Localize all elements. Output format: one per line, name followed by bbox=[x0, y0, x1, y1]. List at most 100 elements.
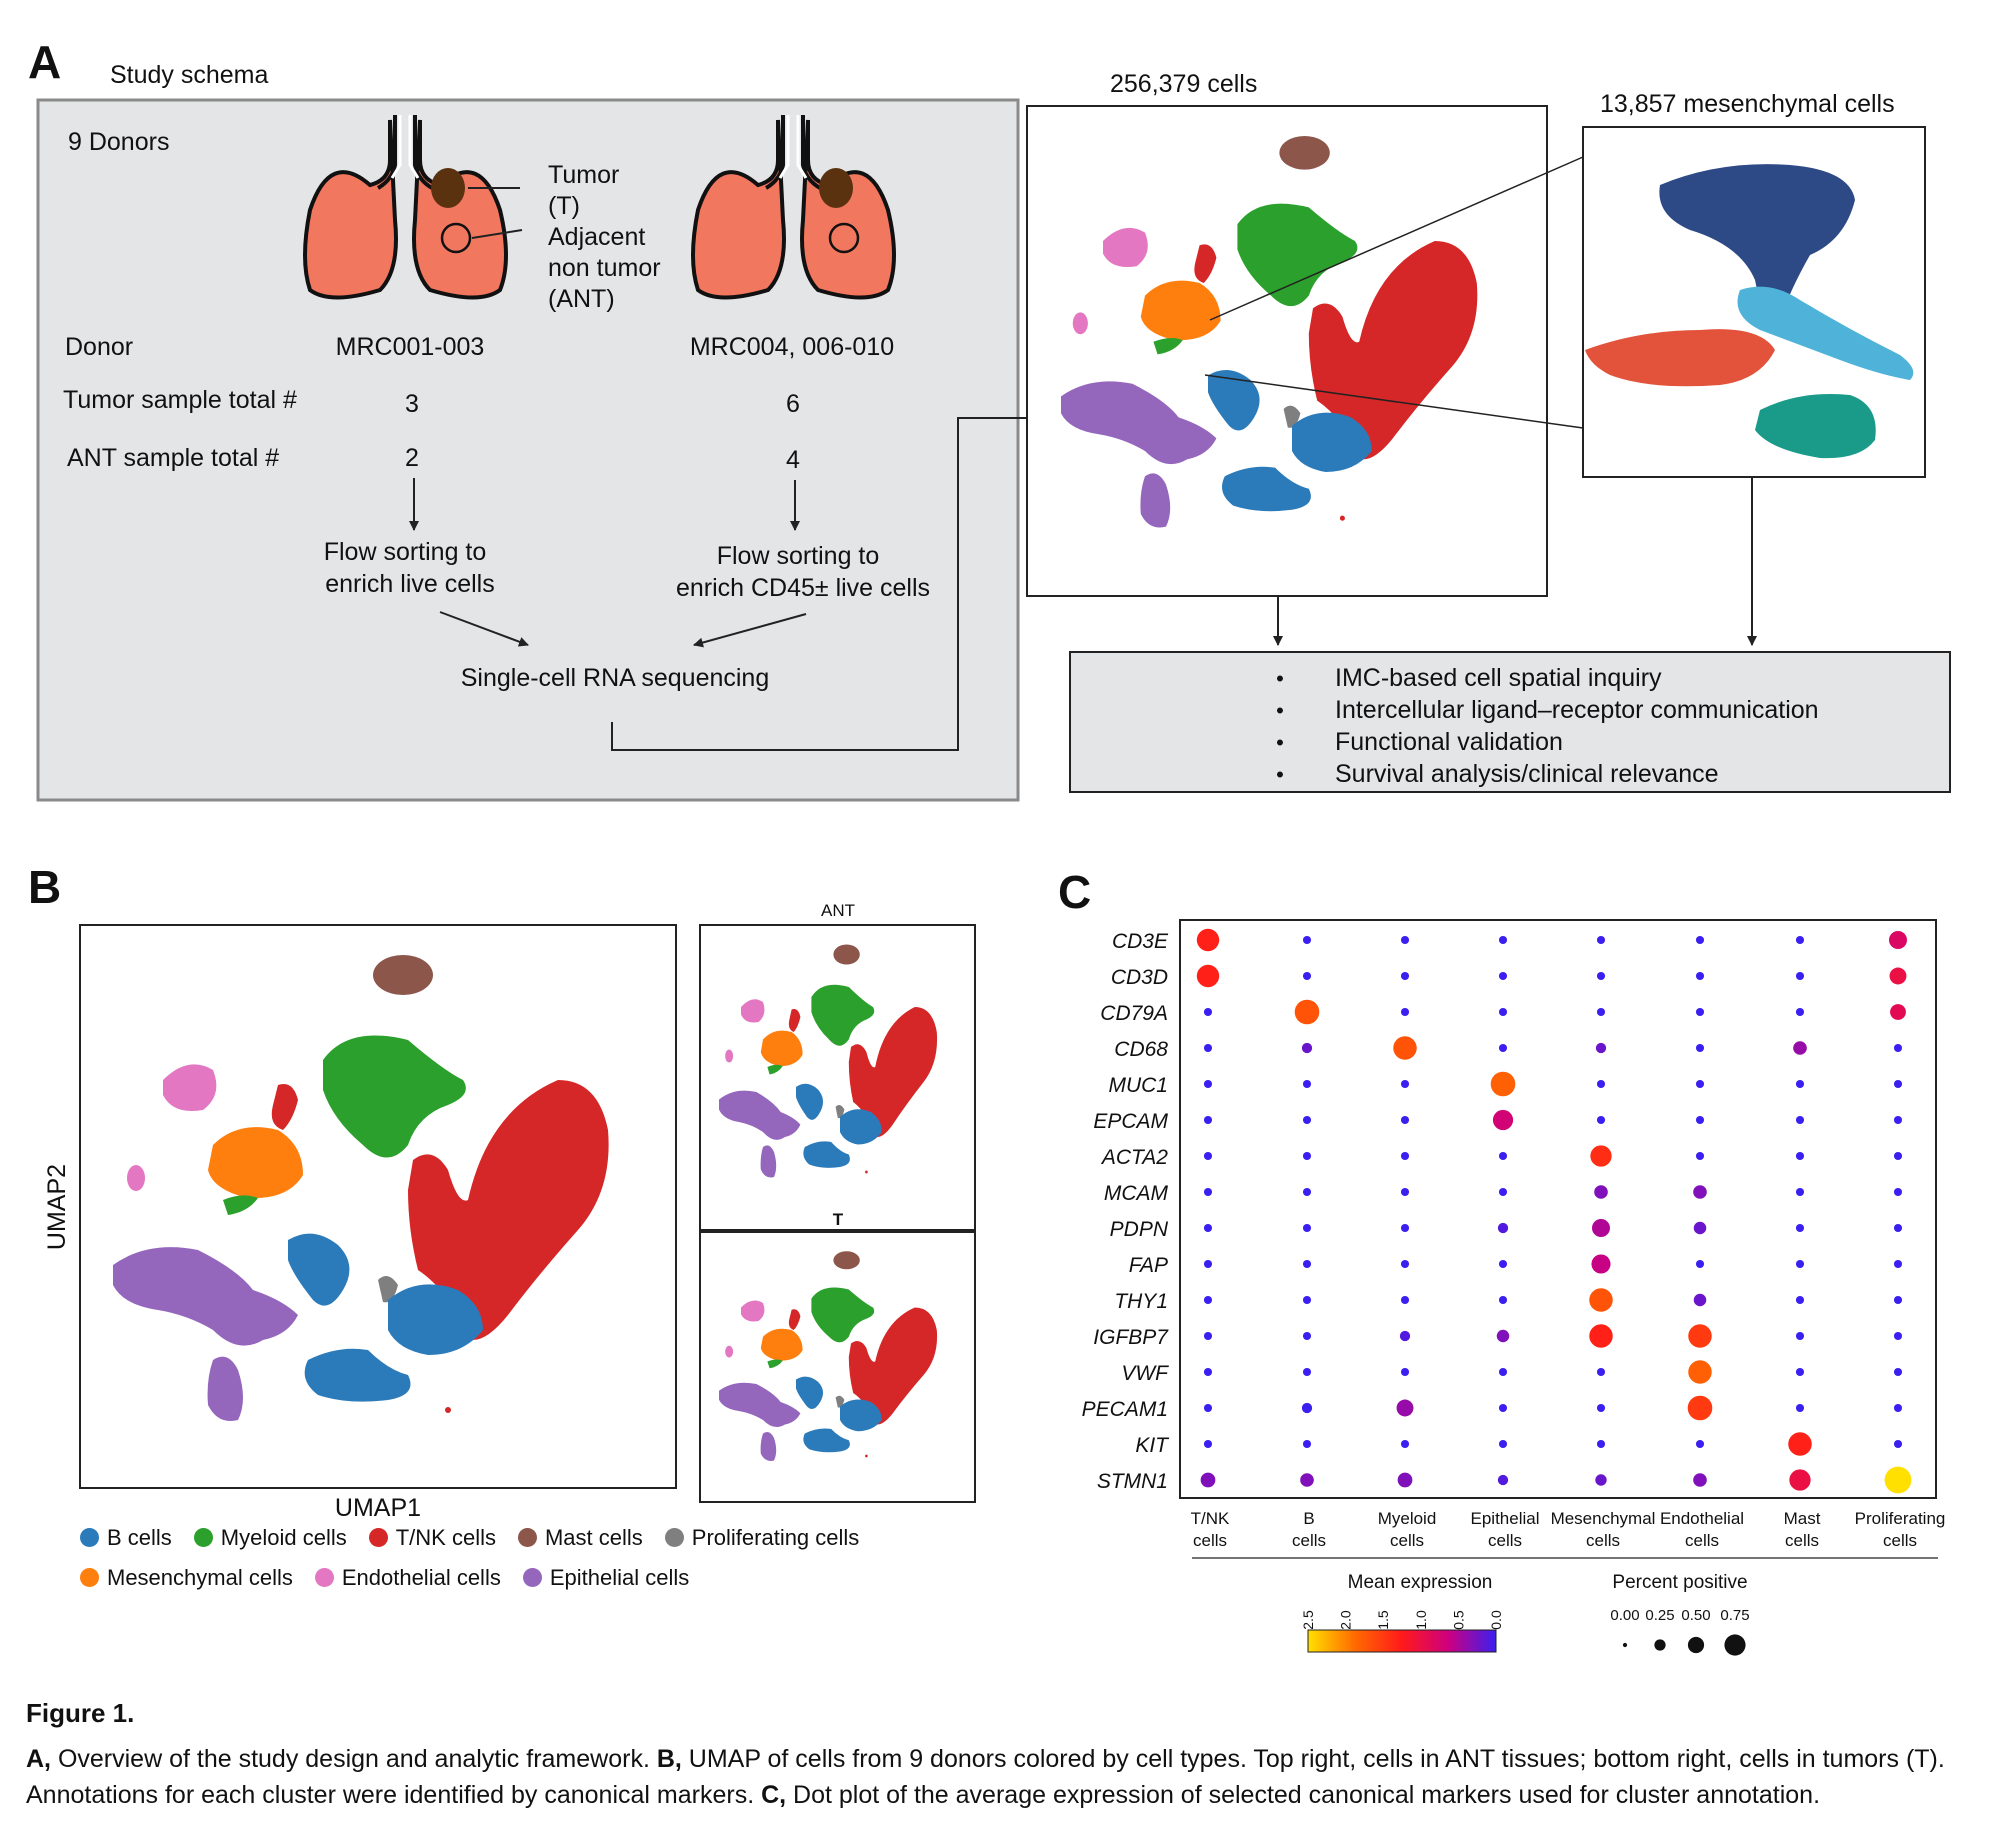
dot-ACTA2-4 bbox=[1590, 1145, 1612, 1167]
celltype-label-line2: cells bbox=[1883, 1531, 1917, 1550]
ant-right-value: 4 bbox=[786, 446, 800, 474]
dot-KIT-4 bbox=[1596, 1439, 1606, 1449]
bullet-dot: • bbox=[1276, 730, 1284, 755]
gene-label: MUC1 bbox=[1108, 1074, 1168, 1097]
mesenchymal-umap-plot bbox=[1585, 164, 1914, 459]
dot-CD3E-5 bbox=[1695, 935, 1705, 945]
gene-label: KIT bbox=[1135, 1434, 1170, 1457]
legend-swatch bbox=[368, 1528, 388, 1547]
zoom-line-top bbox=[1209, 156, 1584, 321]
dot-CD79A-1 bbox=[1294, 999, 1320, 1025]
dot-IGFBP7-3 bbox=[1496, 1329, 1510, 1343]
pct-tick-label: 0.00 bbox=[1610, 1607, 1639, 1624]
dot-STMN1-0 bbox=[1200, 1472, 1216, 1488]
dot-EPCAM-2 bbox=[1400, 1115, 1410, 1125]
celltype-label-line1: Epithelial bbox=[1471, 1509, 1540, 1528]
umap-tumor-box bbox=[699, 1231, 976, 1503]
ant-pointer-line bbox=[471, 229, 523, 239]
umap-legend-row-2: Mesenchymal cells Endothelial cells Epithe… bbox=[80, 1558, 1000, 1598]
dot-IGFBP7-4 bbox=[1589, 1324, 1613, 1348]
dot-ACTA2-5 bbox=[1695, 1151, 1705, 1161]
pct-size-dot bbox=[1687, 1636, 1705, 1654]
dot-VWF-1 bbox=[1302, 1367, 1312, 1377]
dot-FAP-0 bbox=[1203, 1259, 1213, 1269]
dot-CD79A-3 bbox=[1498, 1007, 1508, 1017]
celltype-label-line1: Myeloid bbox=[1378, 1509, 1437, 1528]
dot-CD3E-7 bbox=[1889, 931, 1907, 949]
dot-CD79A-0 bbox=[1203, 1007, 1213, 1017]
dot-FAP-1 bbox=[1302, 1259, 1312, 1269]
dot-VWF-6 bbox=[1795, 1367, 1805, 1377]
legend-item-row2-1: Mesenchymal cells bbox=[80, 1558, 293, 1598]
ant-total-label: ANT sample total # bbox=[67, 444, 279, 472]
cluster-red bbox=[1585, 329, 1775, 387]
dot-PECAM1-5 bbox=[1687, 1395, 1713, 1421]
dot-KIT-1 bbox=[1302, 1439, 1312, 1449]
dot-IGFBP7-5 bbox=[1688, 1324, 1712, 1348]
legend-label: T/NK cells bbox=[395, 1525, 496, 1550]
legend-item-row1-1: B cells bbox=[80, 1518, 172, 1558]
dotplot-box bbox=[1179, 919, 1937, 1499]
dot-PECAM1-3 bbox=[1498, 1403, 1508, 1413]
zoom-line-bottom bbox=[1204, 374, 1584, 429]
expression-colorbar bbox=[1307, 1629, 1497, 1653]
donor-right-value: MRC004, 006-010 bbox=[690, 333, 894, 361]
dot-MUC1-5 bbox=[1695, 1079, 1705, 1089]
gene-label: CD79A bbox=[1100, 1002, 1168, 1025]
dot-FAP-6 bbox=[1795, 1259, 1805, 1269]
dot-EPCAM-7 bbox=[1893, 1115, 1903, 1125]
dot-THY1-5 bbox=[1693, 1293, 1707, 1307]
dot-PDPN-6 bbox=[1795, 1223, 1805, 1233]
dot-CD68-3 bbox=[1498, 1043, 1508, 1053]
dot-IGFBP7-0 bbox=[1203, 1331, 1213, 1341]
donor-row-label: Donor bbox=[65, 333, 133, 361]
gene-label: THY1 bbox=[1114, 1290, 1168, 1313]
dot-VWF-3 bbox=[1498, 1367, 1508, 1377]
trachea-icon bbox=[376, 115, 434, 190]
dot-MUC1-1 bbox=[1302, 1079, 1312, 1089]
dot-FAP-4 bbox=[1591, 1254, 1611, 1274]
analysis-bullet-2: Intercellular ligand–receptor communicat… bbox=[1335, 696, 1819, 724]
dot-THY1-3 bbox=[1498, 1295, 1508, 1305]
bullet-dot: • bbox=[1276, 666, 1284, 691]
dot-PDPN-4 bbox=[1592, 1219, 1610, 1237]
analysis-bullet-3: Functional validation bbox=[1335, 728, 1563, 756]
tumor-icon bbox=[431, 168, 465, 208]
legend-label: Mast cells bbox=[544, 1525, 643, 1550]
umap-legend-row-1: B cells Myeloid cells T/NK cells Mast cells… bbox=[80, 1518, 1000, 1558]
caption-text: UMAP of cells from 9 donors colored by c… bbox=[26, 1745, 1945, 1809]
dot-MUC1-0 bbox=[1203, 1079, 1213, 1089]
caption-text: Overview of the study design and analyti… bbox=[51, 1745, 657, 1773]
dot-EPCAM-0 bbox=[1203, 1115, 1213, 1125]
celltype-label-line1: Mesenchymal bbox=[1551, 1509, 1656, 1528]
legend-swatch bbox=[193, 1528, 213, 1547]
dot-CD3D-7 bbox=[1889, 967, 1907, 985]
dot-CD68-0 bbox=[1203, 1043, 1213, 1053]
dot-IGFBP7-2 bbox=[1399, 1330, 1411, 1342]
ant-circle-icon bbox=[440, 222, 472, 254]
dot-STMN1-1 bbox=[1300, 1473, 1314, 1487]
gene-label: STMN1 bbox=[1097, 1470, 1168, 1493]
label-tumor-abbrev: (T) bbox=[548, 192, 580, 220]
legend-swatch bbox=[80, 1528, 99, 1547]
trachea-inner-icon bbox=[390, 115, 420, 179]
legend-swatch bbox=[522, 1568, 542, 1587]
flow-right-line-2: enrich CD45± live cells bbox=[676, 574, 930, 602]
dot-PECAM1-7 bbox=[1893, 1403, 1903, 1413]
dot-CD79A-4 bbox=[1596, 1007, 1606, 1017]
tumor-left-value: 3 bbox=[405, 390, 419, 418]
donor-left-value: MRC001-003 bbox=[336, 333, 485, 361]
gene-label: PDPN bbox=[1110, 1218, 1169, 1241]
dot-MCAM-1 bbox=[1302, 1187, 1312, 1197]
celltype-label-line2: cells bbox=[1785, 1531, 1819, 1550]
bullet-dot: • bbox=[1276, 762, 1284, 787]
legend-item-row2-3: Epithelial cells bbox=[522, 1558, 689, 1598]
caption-panel-ref: C, bbox=[761, 1781, 787, 1809]
figure-canvas: A Study schema 9 Donors Tumor (T) Adjacent non… bbox=[28, 36, 1951, 1656]
dot-STMN1-3 bbox=[1497, 1474, 1509, 1486]
panel-c-letter: C bbox=[1058, 866, 1091, 918]
label-ant-abbrev: (ANT) bbox=[548, 285, 615, 313]
dot-CD3E-2 bbox=[1400, 935, 1410, 945]
dot-MUC1-3 bbox=[1490, 1071, 1516, 1097]
flow-left-line-2: enrich live cells bbox=[325, 570, 495, 598]
